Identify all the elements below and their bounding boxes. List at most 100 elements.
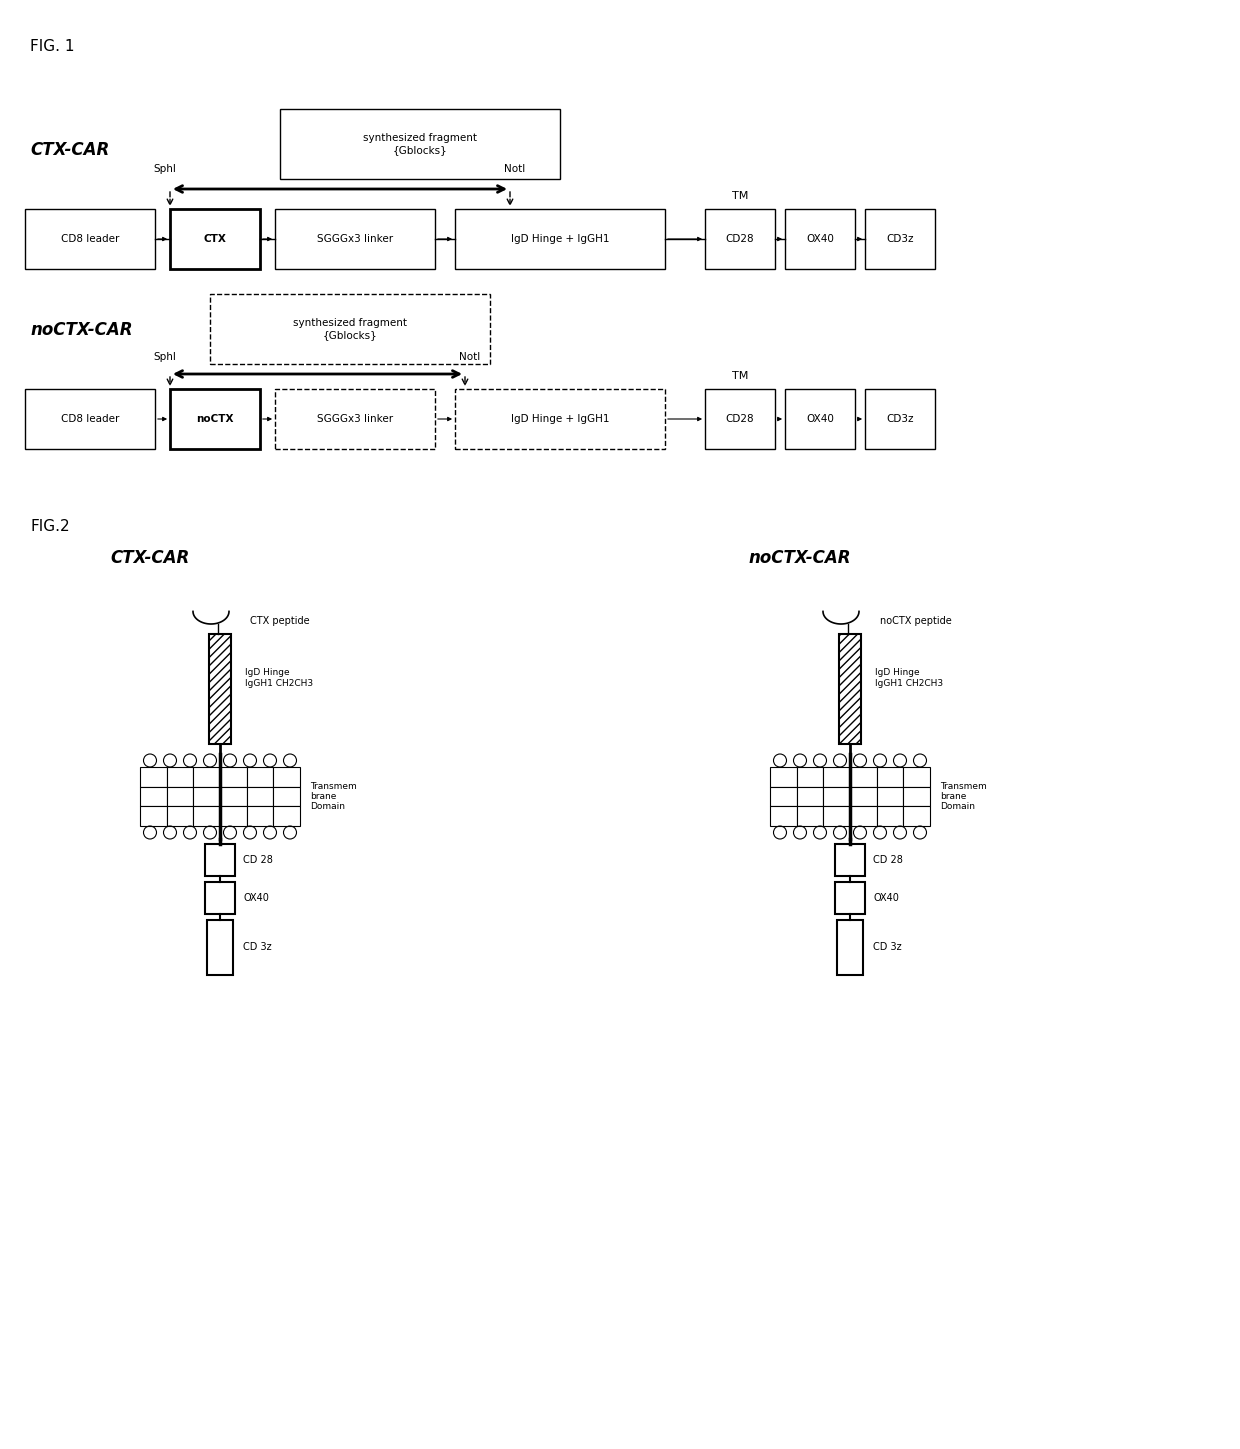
Text: SphI: SphI [154,352,176,362]
Bar [823,767,849,787]
Text: Transmem
brane
Domain: Transmem brane Domain [940,781,987,811]
Bar [207,920,233,975]
FancyBboxPatch shape [866,388,935,449]
Bar [247,806,273,826]
Bar [796,787,823,806]
Bar [835,843,866,877]
Bar [193,806,219,826]
Text: noCTX-CAR: noCTX-CAR [30,322,133,339]
Bar [193,787,219,806]
Bar [205,843,236,877]
Bar [205,882,236,914]
Bar [770,806,796,826]
Bar [205,882,236,914]
Bar [273,787,300,806]
Bar [835,843,866,877]
Text: CTX-CAR: CTX-CAR [30,141,109,159]
Text: CTX peptide: CTX peptide [250,616,310,626]
Bar [166,806,193,826]
Bar [247,787,273,806]
FancyBboxPatch shape [280,109,560,180]
FancyBboxPatch shape [170,209,260,270]
Text: NotI: NotI [505,164,526,174]
Bar [273,767,300,787]
Bar [219,767,247,787]
Bar [849,767,877,787]
Text: Transmem
brane
Domain: Transmem brane Domain [310,781,357,811]
FancyBboxPatch shape [25,388,155,449]
Text: TM: TM [732,191,748,201]
Text: IgD Hinge
IgGH1 CH2CH3: IgD Hinge IgGH1 CH2CH3 [875,668,944,688]
Text: CD 28: CD 28 [873,855,903,865]
Bar [903,787,930,806]
Bar [210,635,231,743]
Text: OX40: OX40 [806,414,835,425]
Bar [140,767,166,787]
FancyBboxPatch shape [210,294,490,364]
Bar [166,767,193,787]
Text: FIG. 1: FIG. 1 [30,39,74,54]
FancyBboxPatch shape [706,209,775,270]
Bar [877,767,903,787]
FancyBboxPatch shape [706,388,775,449]
Bar [823,787,849,806]
Bar [770,767,796,787]
FancyBboxPatch shape [275,388,435,449]
Text: TM: TM [732,371,748,381]
Text: SphI: SphI [154,164,176,174]
Bar [796,767,823,787]
Bar [140,806,166,826]
Text: noCTX-CAR: noCTX-CAR [749,549,851,567]
Text: SGGGx3 linker: SGGGx3 linker [317,233,393,243]
Text: CD3z: CD3z [887,414,914,425]
Text: CD8 leader: CD8 leader [61,233,119,243]
Bar [835,882,866,914]
FancyBboxPatch shape [275,209,435,270]
Bar [166,787,193,806]
Bar [839,635,861,743]
Bar [207,920,233,975]
Text: CD8 leader: CD8 leader [61,414,119,425]
Text: FIG.2: FIG.2 [30,519,69,535]
Bar [877,787,903,806]
Text: CD 3z: CD 3z [243,942,272,952]
Bar [849,787,877,806]
FancyBboxPatch shape [785,388,856,449]
Text: OX40: OX40 [873,893,899,903]
Text: noCTX: noCTX [196,414,234,425]
Text: CD28: CD28 [725,233,754,243]
Text: CD28: CD28 [725,414,754,425]
FancyBboxPatch shape [785,209,856,270]
Text: IgD Hinge + IgGH1: IgD Hinge + IgGH1 [511,233,609,243]
Bar [247,767,273,787]
FancyBboxPatch shape [25,209,155,270]
Bar [796,806,823,826]
Text: CD 28: CD 28 [243,855,273,865]
Text: SGGGx3 linker: SGGGx3 linker [317,414,393,425]
Text: IgD Hinge
IgGH1 CH2CH3: IgD Hinge IgGH1 CH2CH3 [246,668,314,688]
Text: CTX: CTX [203,233,227,243]
Bar [837,920,863,975]
Bar [140,787,166,806]
FancyBboxPatch shape [455,388,665,449]
Bar [219,787,247,806]
Text: IgD Hinge + IgGH1: IgD Hinge + IgGH1 [511,414,609,425]
Bar [823,806,849,826]
Bar [903,806,930,826]
Bar [210,635,231,743]
Text: synthesized fragment
{Gblocks}: synthesized fragment {Gblocks} [293,319,407,341]
Bar [835,882,866,914]
Bar [877,806,903,826]
Bar [837,920,863,975]
Text: CTX-CAR: CTX-CAR [110,549,190,567]
Text: CD3z: CD3z [887,233,914,243]
Bar [193,767,219,787]
Text: NotI: NotI [459,352,481,362]
FancyBboxPatch shape [866,209,935,270]
Text: synthesized fragment
{Gblocks}: synthesized fragment {Gblocks} [363,133,477,155]
FancyBboxPatch shape [170,388,260,449]
Bar [839,635,861,743]
FancyBboxPatch shape [455,209,665,270]
Text: OX40: OX40 [243,893,269,903]
Bar [849,806,877,826]
